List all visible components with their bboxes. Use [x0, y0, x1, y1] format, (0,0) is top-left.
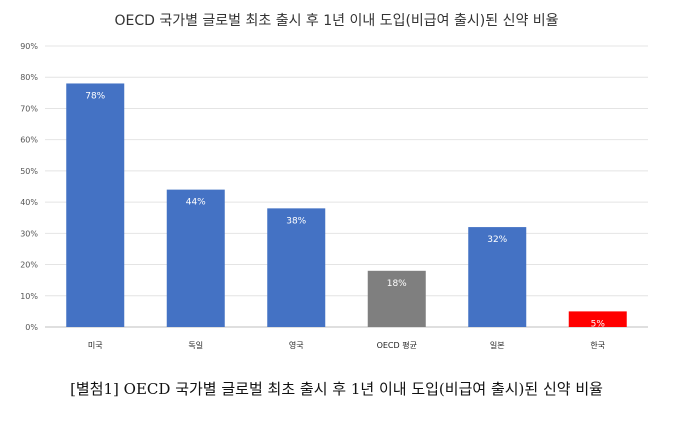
data-label: 38% — [286, 216, 306, 226]
y-tick-label: 60% — [20, 136, 38, 145]
bar — [267, 208, 326, 327]
bar — [367, 270, 426, 327]
figure-caption: [별첨1] OECD 국가별 글로벌 최초 출시 후 1년 이내 도입(비급여 … — [70, 380, 603, 398]
data-label: 44% — [186, 198, 206, 208]
data-label: 18% — [387, 279, 407, 289]
y-tick-label: 80% — [20, 73, 38, 82]
x-tick-label: 영국 — [289, 340, 304, 350]
data-label: 78% — [85, 91, 105, 101]
x-tick-label: OECD 평균 — [377, 340, 417, 350]
x-tick-label: 독일 — [188, 341, 203, 350]
data-label: 32% — [487, 235, 507, 245]
y-tick-label: 40% — [20, 198, 38, 207]
chart-title: OECD 국가별 글로벌 최초 출시 후 1년 이내 도입(비급여 출시)된 신… — [114, 13, 559, 29]
y-tick-label: 50% — [20, 167, 38, 176]
bar — [568, 311, 627, 327]
bar-chart: 0% 10% 20% 30% 40% 50% 60% 70% 80% 90% 78% 44% 38% 1… — [20, 42, 648, 350]
y-tick-label: 0% — [25, 323, 38, 332]
y-tick-label: 10% — [20, 292, 38, 301]
bar — [66, 83, 125, 327]
bar — [468, 227, 527, 327]
y-tick-label: 70% — [20, 104, 38, 113]
bar — [166, 189, 225, 327]
gridlines — [45, 45, 648, 328]
x-axis: 미국 독일 영국 OECD 평균 일본 한국 — [88, 340, 605, 350]
data-label: 5% — [591, 319, 606, 329]
y-tick-label: 90% — [20, 42, 38, 51]
y-axis: 0% 10% 20% 30% 40% 50% 60% 70% 80% 90% — [20, 42, 38, 332]
x-tick-label: 일본 — [490, 341, 505, 350]
bars: 78% 44% 38% 18% 32% 5% — [66, 83, 627, 329]
y-tick-label: 30% — [20, 229, 38, 238]
x-tick-label: 미국 — [88, 341, 103, 350]
y-tick-label: 20% — [20, 261, 38, 270]
x-tick-label: 한국 — [590, 341, 605, 350]
